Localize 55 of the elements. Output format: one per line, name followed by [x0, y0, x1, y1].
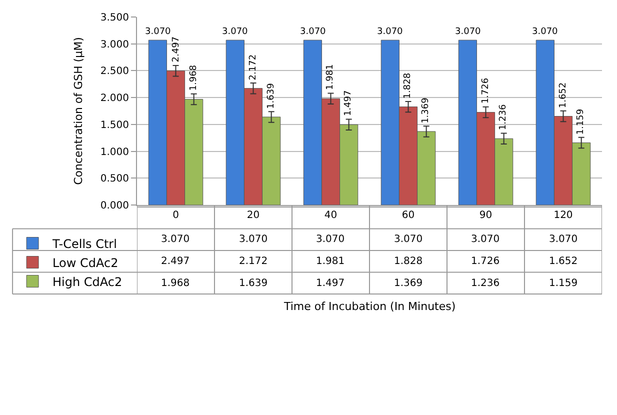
data-label: 1.236 — [471, 278, 500, 289]
text: 1.369 — [421, 98, 432, 124]
data-label: 1.726 — [471, 256, 500, 267]
data-label: 3.070 — [316, 234, 345, 245]
text: 3.070 — [532, 27, 558, 37]
data-label: 1.639 — [239, 278, 268, 289]
data-label: 1.369 — [394, 278, 423, 289]
x-tick-label: 20 — [246, 210, 260, 221]
data-label: 1.981 — [316, 256, 345, 267]
text: 1.968 — [188, 64, 199, 91]
text: 1.652 — [558, 82, 568, 108]
text: 3.070 — [455, 27, 481, 37]
y-tick-label: 3.000 — [100, 39, 129, 50]
y-tick-label: 0.000 — [100, 200, 129, 212]
x-tick-label: 120 — [554, 210, 573, 221]
data-label: 3.070 — [549, 234, 578, 245]
text: 1.497 — [344, 90, 354, 116]
y-tick-label: 1.000 — [100, 146, 129, 158]
data-label: 2.172 — [239, 256, 268, 267]
data-label: 1.968 — [161, 278, 190, 289]
data-label: 3.070 — [161, 234, 190, 245]
data-label: 3.070 — [394, 234, 423, 245]
text: 3.070 — [377, 27, 403, 37]
text: 1.981 — [326, 64, 336, 90]
x-tick-label: 40 — [324, 210, 338, 221]
legend-label: T-Cells Ctrl — [52, 236, 117, 251]
data-label: 1.497 — [316, 278, 345, 289]
text: 3.070 — [222, 27, 248, 37]
data-label: 3.070 — [239, 234, 268, 245]
x-tick-label: 0 — [172, 210, 179, 221]
text: 3.070 — [300, 27, 326, 37]
y-tick-label: 3.500 — [100, 12, 129, 24]
data-label: 1.159 — [549, 278, 578, 289]
text: 2.172 — [248, 54, 258, 80]
data-label: 1.652 — [549, 256, 578, 267]
text: Time of Incubation (In Minutes) — [283, 300, 456, 313]
text: 1.159 — [576, 108, 586, 135]
data-label: 1.828 — [394, 256, 423, 267]
text: 1.639 — [266, 83, 277, 109]
text: 1.726 — [480, 78, 491, 104]
x-tick-label: 60 — [402, 210, 415, 221]
legend-label: Low CdAc2 — [52, 256, 118, 270]
text: 1.236 — [498, 104, 509, 130]
y-tick-label: 2.500 — [100, 66, 129, 78]
x-tick-label: 90 — [479, 210, 492, 221]
text: 3.070 — [145, 27, 171, 37]
text: 2.497 — [171, 36, 182, 62]
y-axis-title: Concentration of GSH (μM) — [72, 37, 86, 185]
y-tick-label: 2.000 — [100, 93, 129, 104]
data-label: 3.070 — [471, 234, 500, 245]
y-tick-label: 1.500 — [100, 120, 129, 131]
text: 1.828 — [402, 72, 413, 99]
legend-label: High CdAc2 — [52, 274, 122, 289]
y-tick-label: 0.500 — [100, 174, 129, 185]
data-label: 2.497 — [161, 256, 190, 267]
